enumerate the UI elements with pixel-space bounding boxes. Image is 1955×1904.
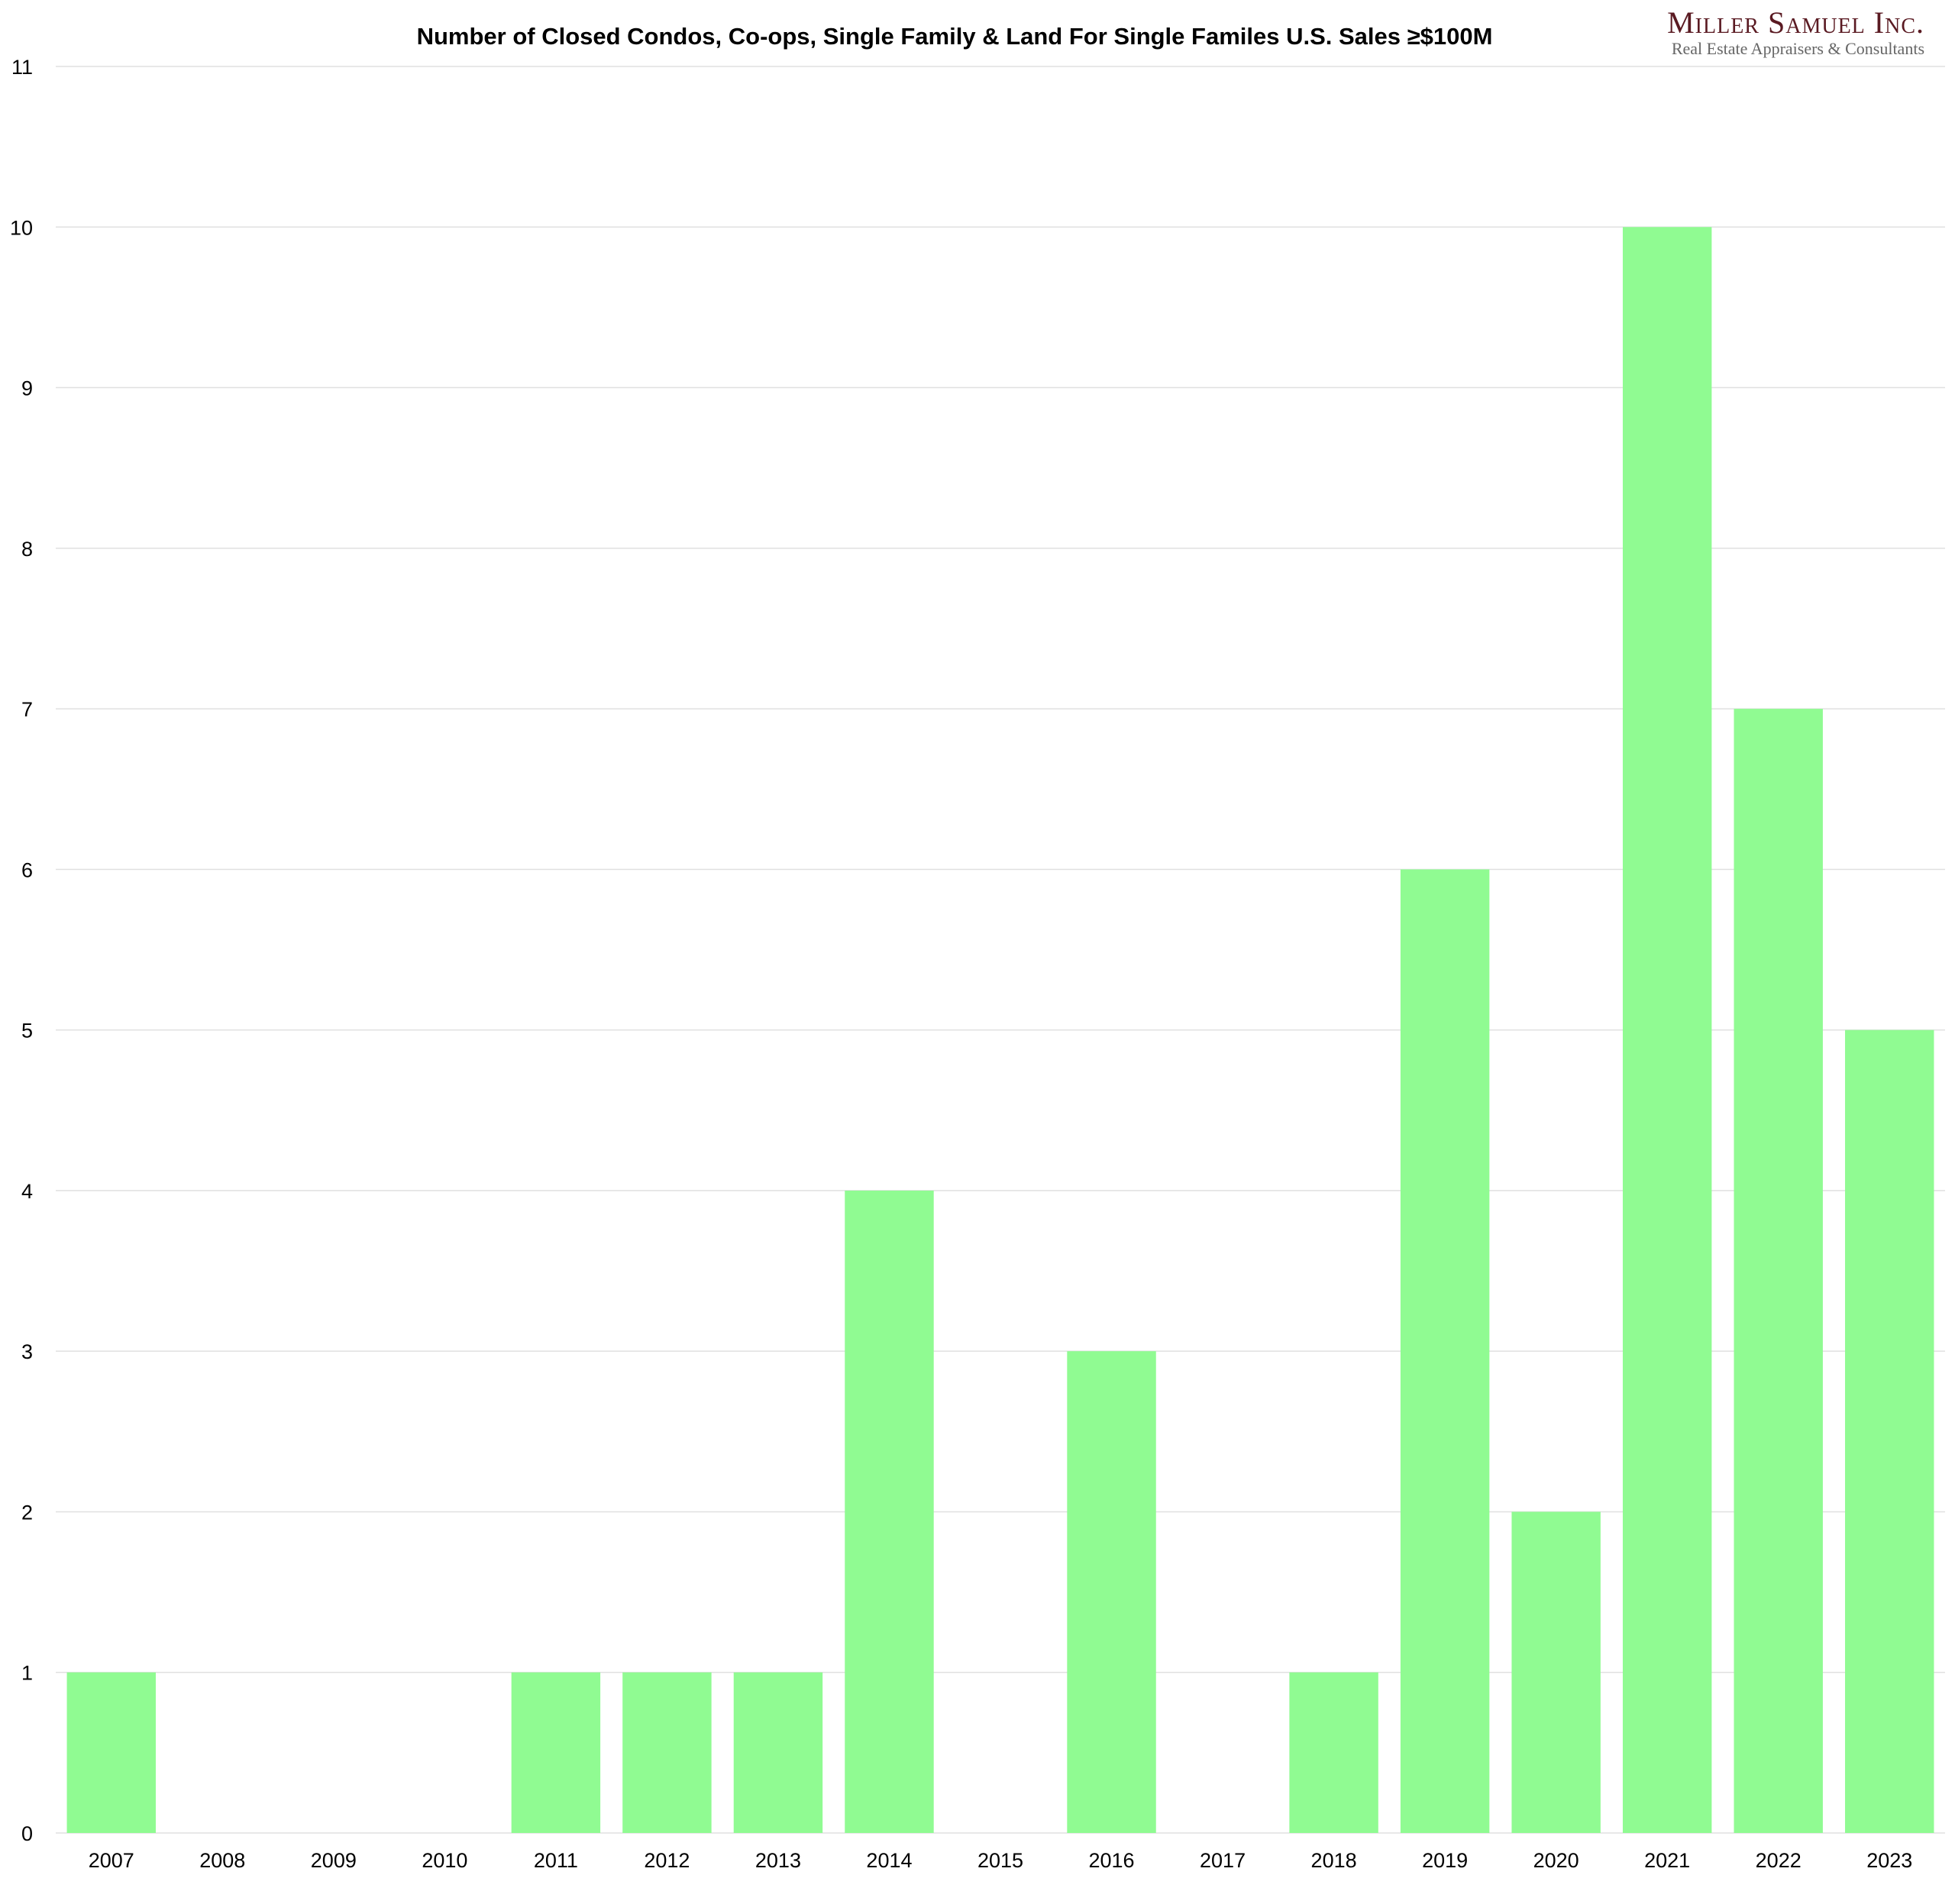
- x-tick-label: 2014: [866, 1849, 912, 1872]
- bar-2021: [1622, 227, 1712, 1834]
- x-tick-label: 2017: [1200, 1849, 1246, 1872]
- y-tick-label: 3: [21, 1340, 33, 1363]
- bar-2011: [511, 1672, 601, 1833]
- company-logo: Miller Samuel Inc. Real Estate Appraiser…: [1634, 6, 1924, 58]
- y-tick-label: 6: [21, 858, 33, 881]
- x-tick-label: 2009: [311, 1849, 357, 1872]
- bar-2023: [1845, 1030, 1934, 1833]
- x-tick-label: 2012: [644, 1849, 690, 1872]
- x-tick-label: 2022: [1756, 1849, 1802, 1872]
- y-tick-label: 8: [21, 538, 33, 561]
- bar-2013: [733, 1672, 823, 1833]
- x-tick-label: 2011: [534, 1849, 578, 1872]
- y-tick-label: 0: [21, 1822, 33, 1845]
- y-tick-label: 7: [21, 698, 33, 721]
- x-tick-label: 2008: [199, 1849, 245, 1872]
- bar-2019: [1400, 869, 1490, 1833]
- bar-2020: [1511, 1511, 1601, 1833]
- y-tick-label: 1: [21, 1662, 33, 1685]
- x-tick-label: 2023: [1866, 1849, 1912, 1872]
- y-tick-label: 9: [21, 377, 33, 400]
- x-tick-label: 2010: [422, 1849, 467, 1872]
- y-tick-label: 11: [11, 56, 33, 79]
- y-tick-label: 4: [21, 1180, 33, 1203]
- bar-2018: [1289, 1672, 1378, 1833]
- y-tick-label: 2: [21, 1501, 33, 1524]
- y-tick-label: 5: [21, 1020, 33, 1043]
- bar-2014: [845, 1190, 934, 1833]
- logo-tagline: Real Estate Appraisers & Consultants: [1671, 39, 1924, 58]
- x-tick-label: 2021: [1644, 1849, 1690, 1872]
- bar-2022: [1734, 709, 1823, 1834]
- bar-2012: [622, 1672, 712, 1833]
- x-tick-label: 2013: [755, 1849, 801, 1872]
- x-tick-label: 2007: [89, 1849, 134, 1872]
- logo-name: Miller Samuel Inc.: [1667, 5, 1924, 40]
- bar-2016: [1067, 1351, 1156, 1833]
- x-tick-label: 2019: [1422, 1849, 1468, 1872]
- x-tick-label: 2018: [1311, 1849, 1357, 1872]
- x-tick-label: 2020: [1533, 1849, 1579, 1872]
- y-tick-label: 10: [10, 216, 33, 239]
- chart-title: Number of Closed Condos, Co-ops, Single …: [416, 23, 1493, 50]
- x-tick-label: 2015: [978, 1849, 1023, 1872]
- bar-2007: [66, 1672, 156, 1833]
- x-tick-label: 2016: [1088, 1849, 1134, 1872]
